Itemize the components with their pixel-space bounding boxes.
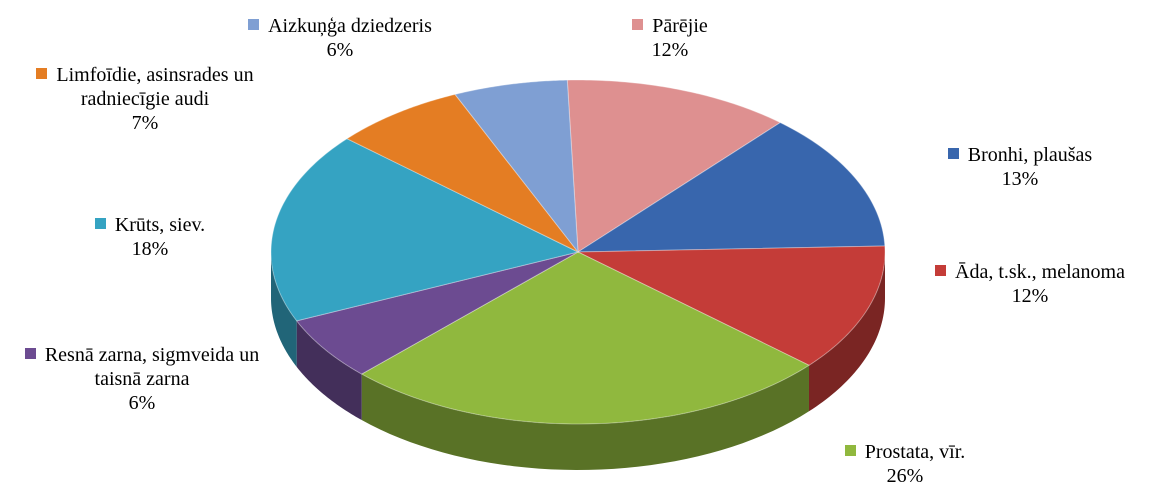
legend-marker (947, 148, 959, 159)
legend-marker (935, 265, 947, 276)
slice-side (296, 320, 362, 421)
category-label: Aizkuņģa dziedzeris (268, 15, 432, 37)
slice-side (271, 252, 297, 367)
legend-marker (94, 218, 106, 229)
value-label: 12% (1011, 285, 1049, 307)
slice (576, 122, 886, 253)
slice (295, 251, 579, 375)
data-label: Bronhi, plaušas 13% (890, 143, 1150, 191)
slice (345, 93, 579, 253)
data-label: Krūts, siev. 18% (40, 213, 260, 261)
slice (577, 245, 886, 366)
value-label: 6% (326, 39, 354, 61)
value-label: 13% (1001, 168, 1039, 190)
value-label: 18% (131, 238, 169, 260)
category-label: Bronhi, plaušas (967, 144, 1093, 166)
legend-marker (248, 19, 260, 30)
category-label: Pārējie (652, 15, 708, 37)
category-label: Āda, t.sk., melanoma (955, 261, 1125, 283)
legend-marker (844, 445, 856, 456)
data-label: Aizkuņģa dziedzeris 6% (200, 14, 480, 62)
value-label: 12% (651, 39, 689, 61)
data-label: Pārējie 12% (560, 14, 780, 62)
category-label: Krūts, siev. (114, 214, 206, 236)
slice (360, 251, 811, 425)
value-label: 26% (886, 465, 924, 487)
category-label: Resnā zarna, sigmveida un taisnā zarna (44, 344, 260, 390)
slice (454, 79, 579, 254)
slice-side (361, 365, 809, 470)
data-label: Prostata, vīr. 26% (775, 440, 1035, 488)
category-label: Limfoīdie, asinsrades un radniecīgie aud… (56, 64, 254, 110)
legend-marker (36, 68, 48, 79)
value-label: 7% (131, 112, 159, 134)
slice-side (808, 252, 885, 412)
data-label: Āda, t.sk., melanoma 12% (890, 260, 1157, 308)
category-label: Prostata, vīr. (864, 441, 966, 463)
legend-marker (24, 348, 36, 359)
slice (566, 79, 782, 253)
data-label: Limfoīdie, asinsrades un radniecīgie aud… (10, 63, 280, 135)
value-label: 6% (128, 392, 156, 414)
slice (270, 138, 580, 322)
data-label: Resnā zarna, sigmveida un taisnā zarna 6% (17, 343, 267, 415)
legend-marker (632, 19, 644, 30)
